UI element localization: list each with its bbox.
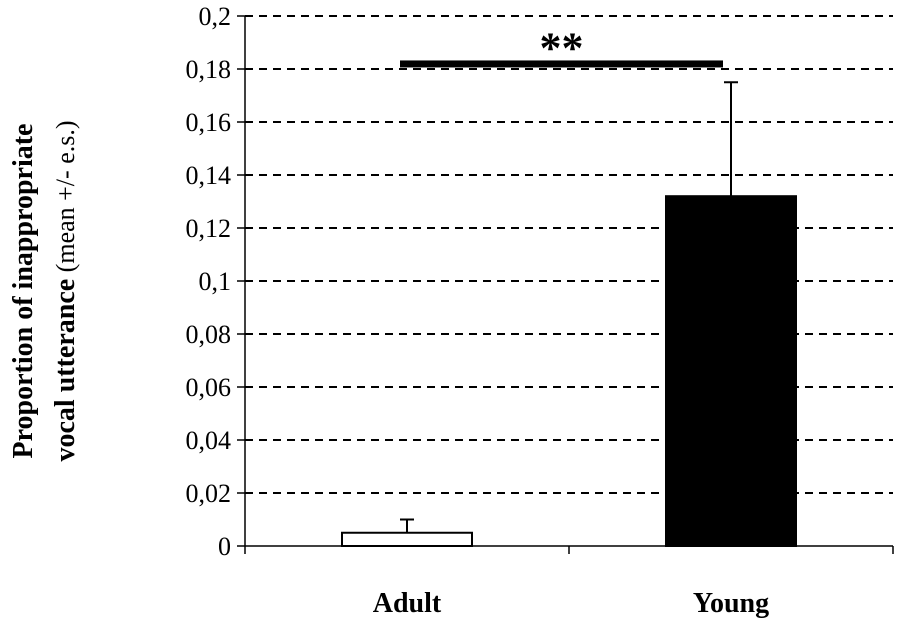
y-tick-label: 0,14 (186, 161, 232, 190)
y-axis-ticks: 0 0,02 0,04 0,06 0,08 0,1 0,12 0,14 0,16 0,18 0,2 (186, 2, 245, 561)
y-tick-label: 0,02 (186, 479, 232, 508)
significance-label: ** (540, 23, 584, 72)
y-tick-label: 0,18 (186, 55, 232, 84)
y-axis-label-line2: vocal utterance (mean +/- e.s.) (50, 120, 81, 461)
y-tick-label: 0,16 (186, 108, 232, 137)
significance-bar (400, 60, 723, 68)
y-tick-label: 0,06 (186, 373, 232, 402)
y-tick-label: 0,2 (199, 2, 232, 31)
y-tick-label: 0,08 (186, 320, 232, 349)
y-tick-label: 0,12 (186, 214, 232, 243)
x-tick-label: Young (693, 588, 769, 619)
y-tick-label: 0 (218, 532, 231, 561)
y-tick-label: 0,1 (199, 267, 232, 296)
y-tick-label: 0,04 (186, 426, 232, 455)
bar-young (665, 195, 797, 547)
significance-annotation: ** (400, 23, 723, 72)
axes (244, 16, 894, 554)
error-bars (400, 81, 738, 533)
y-axis-label-line2-normal: (mean +/- e.s.) (51, 120, 80, 278)
bar-adult (341, 531, 473, 547)
x-axis-labels: Adult Young (373, 588, 769, 619)
x-tick-label: Adult (373, 588, 442, 619)
y-axis-label-line1: Proportion of inappropriate (8, 124, 39, 459)
y-axis-label-line2-bold: vocal utterance (50, 279, 81, 462)
